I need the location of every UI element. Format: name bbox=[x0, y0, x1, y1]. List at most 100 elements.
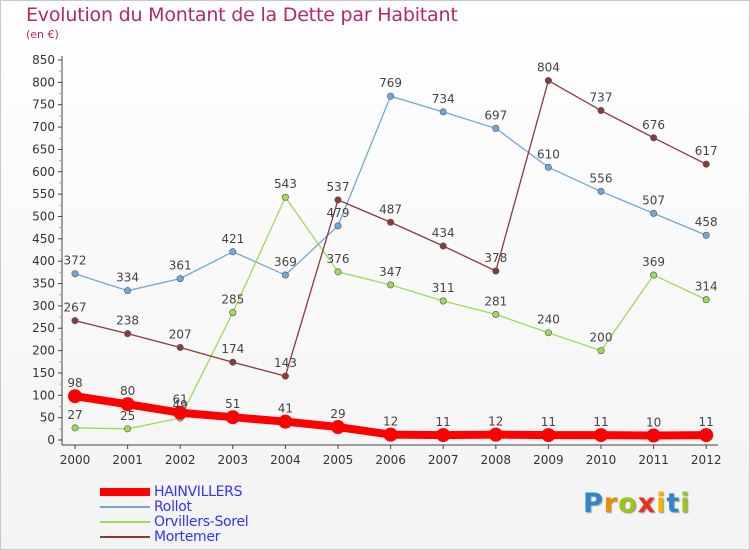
data-label-orvillers-sorel: 240 bbox=[537, 313, 560, 327]
data-label-hainvillers: 41 bbox=[278, 402, 293, 416]
data-point-orvillers-sorel bbox=[650, 271, 658, 279]
y-tick-label: 850 bbox=[32, 53, 55, 67]
data-label-orvillers-sorel: 285 bbox=[221, 293, 244, 307]
legend-swatch bbox=[100, 536, 150, 538]
data-point-rollot bbox=[124, 287, 132, 295]
data-point-hainvillers bbox=[278, 414, 293, 429]
data-point-orvillers-sorel bbox=[439, 297, 447, 305]
legend-label: Mortemer bbox=[154, 529, 221, 545]
y-tick-label: 100 bbox=[32, 388, 55, 402]
data-point-mortemer bbox=[492, 267, 500, 275]
data-label-rollot: 507 bbox=[642, 193, 665, 207]
unit-label: (en €) bbox=[26, 28, 59, 41]
data-point-rollot bbox=[492, 124, 500, 132]
data-label-hainvillers: 10 bbox=[646, 416, 661, 430]
data-label-mortemer: 487 bbox=[379, 202, 402, 216]
data-label-orvillers-sorel: 200 bbox=[590, 331, 613, 345]
legend-label: Rollot bbox=[154, 499, 192, 515]
data-label-rollot: 556 bbox=[590, 171, 613, 185]
data-point-orvillers-sorel bbox=[544, 329, 552, 337]
x-tick-label: 2006 bbox=[375, 453, 406, 467]
data-point-orvillers-sorel bbox=[281, 193, 289, 201]
data-point-orvillers-sorel bbox=[334, 268, 342, 276]
data-point-hainvillers bbox=[120, 397, 135, 412]
x-tick-label: 2002 bbox=[165, 453, 196, 467]
data-label-hainvillers: 12 bbox=[488, 415, 503, 429]
x-tick-label: 2000 bbox=[60, 453, 91, 467]
data-label-mortemer: 676 bbox=[642, 118, 665, 132]
data-point-rollot bbox=[281, 271, 289, 279]
logo-letter: x bbox=[637, 488, 657, 519]
legend-label: HAINVILLERS bbox=[154, 484, 243, 500]
data-point-rollot bbox=[544, 163, 552, 171]
data-label-mortemer: 537 bbox=[327, 180, 350, 194]
data-label-hainvillers: 11 bbox=[541, 415, 556, 429]
legend-swatch bbox=[100, 506, 150, 508]
data-label-hainvillers: 12 bbox=[383, 415, 398, 429]
data-point-rollot bbox=[229, 248, 237, 256]
data-point-hainvillers bbox=[646, 428, 661, 443]
data-label-mortemer: 434 bbox=[432, 226, 455, 240]
data-label-orvillers-sorel: 314 bbox=[695, 280, 718, 294]
y-tick-label: 600 bbox=[32, 165, 55, 179]
x-tick-label: 2004 bbox=[270, 453, 301, 467]
data-label-hainvillers: 80 bbox=[120, 384, 135, 398]
y-tick-label: 450 bbox=[32, 232, 55, 246]
data-label-rollot: 458 bbox=[695, 215, 718, 229]
x-tick-label: 2008 bbox=[481, 453, 512, 467]
data-label-mortemer: 267 bbox=[64, 301, 87, 315]
y-tick-label: 150 bbox=[32, 366, 55, 380]
legend-swatch bbox=[100, 488, 150, 496]
data-label-rollot: 479 bbox=[327, 206, 350, 220]
data-label-mortemer: 804 bbox=[537, 61, 560, 75]
data-label-orvillers-sorel: 281 bbox=[484, 294, 507, 308]
data-label-orvillers-sorel: 347 bbox=[379, 265, 402, 279]
data-label-rollot: 372 bbox=[64, 254, 87, 268]
y-tick-label: 50 bbox=[40, 411, 55, 425]
data-label-mortemer: 737 bbox=[590, 91, 613, 105]
legend-label: Orvillers-Sorel bbox=[154, 514, 249, 530]
data-point-mortemer bbox=[650, 134, 658, 142]
x-tick-label: 2011 bbox=[638, 453, 669, 467]
y-tick-label: 350 bbox=[32, 277, 55, 291]
data-point-orvillers-sorel bbox=[71, 424, 79, 432]
y-tick-label: 800 bbox=[32, 75, 55, 89]
data-label-hainvillers: 51 bbox=[225, 397, 240, 411]
data-point-mortemer bbox=[439, 242, 447, 250]
data-label-hainvillers: 11 bbox=[593, 415, 608, 429]
data-point-mortemer bbox=[597, 107, 605, 115]
data-point-hainvillers bbox=[594, 428, 608, 443]
data-point-orvillers-sorel bbox=[492, 310, 500, 318]
x-tick-label: 2010 bbox=[586, 453, 617, 467]
data-label-hainvillers: 98 bbox=[67, 376, 82, 390]
series-line-orvillers-sorel bbox=[74, 195, 707, 430]
y-tick-label: 200 bbox=[32, 344, 55, 358]
data-point-mortemer bbox=[334, 196, 342, 204]
data-point-hainvillers bbox=[225, 410, 240, 425]
data-point-rollot bbox=[597, 187, 605, 195]
data-point-hainvillers bbox=[68, 389, 82, 404]
data-point-rollot bbox=[439, 108, 447, 116]
chart-title: Evolution du Montant de la Dette par Hab… bbox=[26, 4, 458, 26]
data-label-orvillers-sorel: 369 bbox=[642, 255, 665, 269]
data-point-rollot bbox=[387, 92, 395, 100]
y-tick-label: 500 bbox=[32, 209, 55, 223]
data-label-hainvillers: 11 bbox=[699, 415, 714, 429]
data-point-rollot bbox=[176, 275, 184, 283]
data-label-mortemer: 143 bbox=[274, 356, 297, 370]
data-point-hainvillers bbox=[699, 428, 714, 443]
data-label-mortemer: 207 bbox=[169, 327, 192, 341]
data-point-mortemer bbox=[71, 317, 79, 325]
data-label-orvillers-sorel: 25 bbox=[120, 409, 135, 423]
y-tick-label: 550 bbox=[32, 187, 55, 201]
data-point-orvillers-sorel bbox=[229, 309, 237, 317]
data-point-mortemer bbox=[544, 77, 552, 85]
logo-letter: i bbox=[656, 488, 667, 519]
data-point-hainvillers bbox=[383, 427, 398, 442]
data-point-hainvillers bbox=[488, 427, 503, 442]
logo-letter: o bbox=[618, 488, 638, 519]
data-label-orvillers-sorel: 27 bbox=[67, 408, 82, 422]
data-point-orvillers-sorel bbox=[597, 347, 605, 355]
data-point-hainvillers bbox=[436, 428, 451, 443]
